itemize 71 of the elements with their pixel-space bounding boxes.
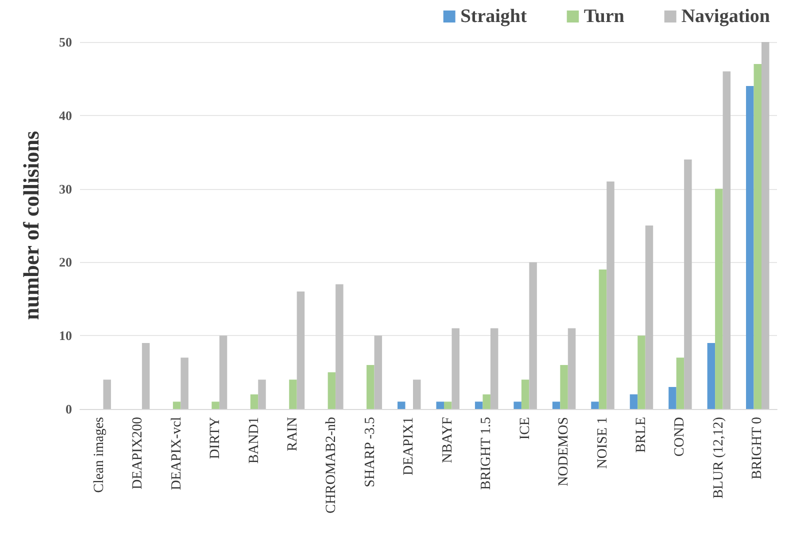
x-tick-label: COND [672,417,688,457]
bar [684,159,692,409]
bar [560,364,568,409]
bar [638,336,646,409]
bar [172,402,181,409]
bar [374,336,382,409]
bar [762,42,770,409]
y-tick-label: 20 [59,254,72,270]
bar [336,284,344,409]
bar [598,270,607,409]
x-tick-label: DIRTY [208,417,224,459]
bar [568,328,576,409]
bar [707,342,716,409]
bar [180,358,188,409]
legend-label: Turn [584,6,625,27]
x-tick-label: BAND1 [246,417,262,464]
bar [645,226,654,409]
bar [474,402,483,409]
bar [142,342,150,409]
y-tick-label: 40 [59,108,72,123]
x-tick-label: DEAPIX200 [130,417,146,490]
x-tick-label: BRIGHT 1.5 [479,417,494,490]
x-tick-label: ICE [518,417,533,440]
bar [289,380,297,409]
bar [630,394,638,409]
bar [754,64,762,409]
x-tick-label: NOISE 1 [595,417,610,469]
y-tick-label: 50 [59,34,72,50]
bar [219,336,228,409]
y-tick-label: 10 [59,328,72,344]
bar [258,380,266,409]
bar [328,372,336,409]
bar [529,262,537,409]
y-tick-label: 30 [59,181,72,196]
bar [436,402,444,409]
x-tick-label: SHARP -3.5 [362,417,378,488]
x-tick-label: DEAPIX1 [402,417,417,476]
bar [606,181,614,409]
bar [250,394,258,409]
bar [521,380,530,409]
bar [514,402,522,409]
bar [103,380,111,409]
x-tick-label: DEAPIX-vcl [169,416,184,490]
bar [490,328,498,409]
bar [398,402,406,409]
bar [444,402,452,409]
bar [591,402,599,409]
x-tick-label: RAIN [285,417,300,452]
bar [722,71,731,409]
bar [296,292,305,409]
x-tick-label: BRIGHT 0 [750,417,766,480]
bar [413,380,421,409]
bar [746,86,754,409]
x-tick-label: Clean images [92,417,107,493]
bar [668,386,676,409]
legend-label: Straight [460,6,528,27]
x-tick-label: NODEMOS [556,417,572,486]
bar [452,328,460,409]
x-tick-label: NBAYF [440,416,456,464]
x-tick-label: CHROMAB2-nb [324,417,340,514]
bar [366,364,374,409]
bar [552,402,560,409]
x-tick-label: BLUR (12,12) [711,416,726,499]
bar [482,394,490,409]
bar [676,358,684,409]
y-axis-title: number of collisions [18,130,44,320]
bar [212,402,220,409]
x-tick-label: BRLE [634,417,649,453]
y-tick-label: 0 [66,402,72,416]
legend-label: Navigation [681,6,770,27]
bar [715,188,723,409]
